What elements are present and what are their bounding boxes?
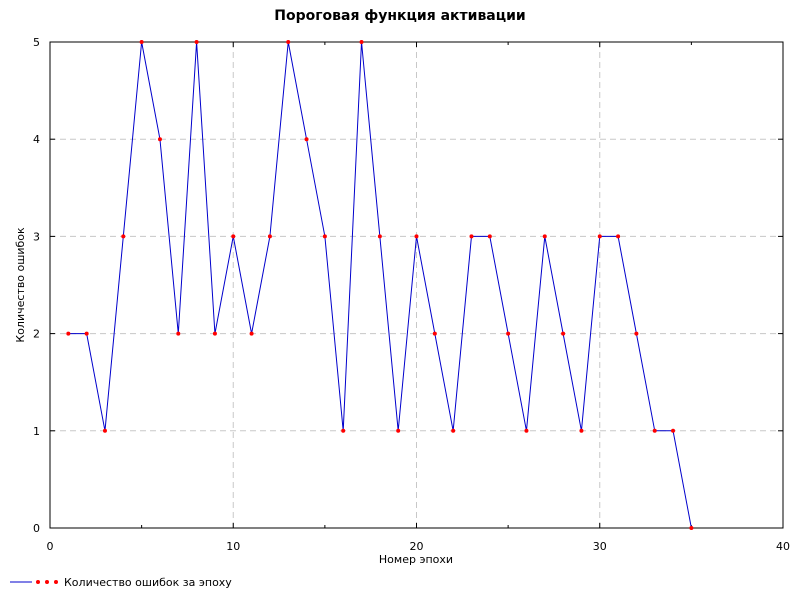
- x-axis: 0 10 20 30 40: [47, 42, 790, 553]
- data-point: [121, 234, 126, 239]
- data-point: [451, 428, 456, 433]
- data-point: [84, 331, 89, 336]
- data-point: [176, 331, 181, 336]
- data-point: [139, 40, 144, 44]
- data-point: [579, 428, 584, 433]
- data-point: [616, 234, 621, 239]
- data-point: [267, 234, 272, 239]
- legend-marker-swatch: [54, 580, 58, 584]
- data-point: [634, 331, 639, 336]
- x-tick-label: 30: [593, 540, 607, 553]
- data-point: [487, 234, 492, 239]
- y-axis: 0 1 2 3 4 5: [33, 36, 783, 535]
- x-tick-label: 0: [47, 540, 54, 553]
- y-axis-label: Количество ошибок: [14, 227, 27, 343]
- data-point: [414, 234, 419, 239]
- data-point: [231, 234, 236, 239]
- data-point: [102, 428, 107, 433]
- data-point: [212, 331, 217, 336]
- y-tick-label: 0: [33, 522, 40, 535]
- series-group: [66, 40, 694, 530]
- data-point: [671, 428, 676, 433]
- chart-title: Пороговая функция активации: [274, 8, 526, 24]
- x-tick-label: 10: [226, 540, 240, 553]
- y-tick-label: 4: [33, 133, 40, 146]
- y-tick-label: 5: [33, 36, 40, 49]
- data-point: [359, 40, 364, 44]
- data-point: [506, 331, 511, 336]
- data-point: [561, 331, 566, 336]
- data-point: [689, 526, 694, 530]
- data-point: [322, 234, 327, 239]
- x-tick-label: 40: [776, 540, 790, 553]
- data-point: [304, 137, 309, 142]
- x-axis-label: Номер эпохи: [379, 553, 453, 566]
- data-point: [377, 234, 382, 239]
- y-tick-label: 2: [33, 328, 40, 341]
- legend-label: Количество ошибок за эпоху: [64, 576, 232, 589]
- data-point: [469, 234, 474, 239]
- legend: Количество ошибок за эпоху: [10, 576, 232, 589]
- data-point: [194, 40, 199, 44]
- data-point: [249, 331, 254, 336]
- data-point: [286, 40, 291, 44]
- x-tick-label: 20: [410, 540, 424, 553]
- data-point: [66, 331, 71, 336]
- data-point: [432, 331, 437, 336]
- data-point: [341, 428, 346, 433]
- y-tick-label: 1: [33, 425, 40, 438]
- legend-marker-swatch: [45, 580, 49, 584]
- data-point: [597, 234, 602, 239]
- data-point: [396, 428, 401, 433]
- data-point: [542, 234, 547, 239]
- grid: [50, 42, 783, 528]
- series-line: [68, 41, 692, 529]
- data-point: [524, 428, 529, 433]
- data-point: [157, 137, 162, 142]
- y-tick-label: 3: [33, 230, 40, 243]
- data-point: [652, 428, 657, 433]
- legend-marker-swatch: [36, 580, 40, 584]
